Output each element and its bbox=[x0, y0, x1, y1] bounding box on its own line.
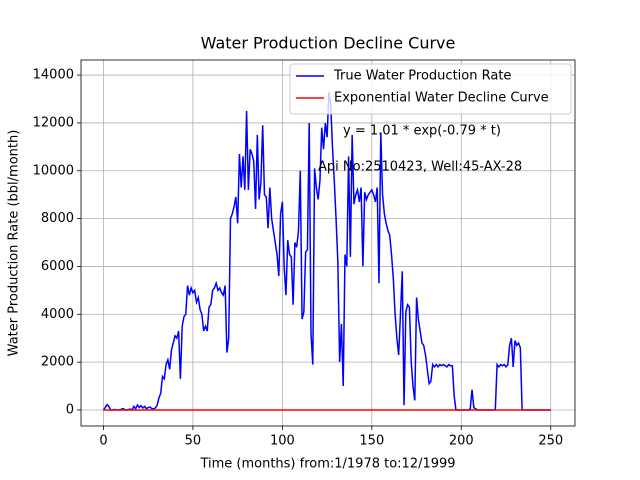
y-tick-label: 2000 bbox=[41, 355, 74, 370]
y-tick-label: 4000 bbox=[41, 307, 74, 322]
plot-frame bbox=[80, 59, 576, 427]
x-tick-label: 0 bbox=[99, 434, 107, 449]
y-tick-label: 10000 bbox=[33, 163, 74, 178]
chart-title: Water Production Decline Curve bbox=[201, 34, 456, 53]
y-tick-label: 14000 bbox=[33, 68, 74, 83]
x-tick-label: 100 bbox=[270, 434, 295, 449]
x-tick-label: 150 bbox=[359, 434, 384, 449]
data-line bbox=[102, 91, 551, 411]
y-tick-label: 12000 bbox=[33, 115, 74, 130]
legend-label: Exponential Water Decline Curve bbox=[334, 91, 549, 106]
x-tick-label: 200 bbox=[449, 434, 474, 449]
legend-box bbox=[289, 63, 572, 115]
y-tick-label: 8000 bbox=[41, 211, 74, 226]
x-axis-label: Time (months) from:1/1978 to:12/1999 bbox=[199, 457, 455, 472]
annotation: Api No:2510423, Well:45-AX-28 bbox=[318, 160, 522, 175]
annotation: y = 1.01 * exp(-0.79 * t) bbox=[343, 124, 501, 139]
plot-area bbox=[102, 91, 551, 411]
x-tick-label: 50 bbox=[185, 434, 202, 449]
y-tick-label: 0 bbox=[66, 402, 74, 417]
y-axis-label: Water Production Rate (bbl/month) bbox=[7, 130, 22, 357]
x-tick-label: 250 bbox=[538, 434, 563, 449]
y-tick-label: 6000 bbox=[41, 259, 74, 274]
legend-label: True Water Production Rate bbox=[333, 69, 511, 84]
